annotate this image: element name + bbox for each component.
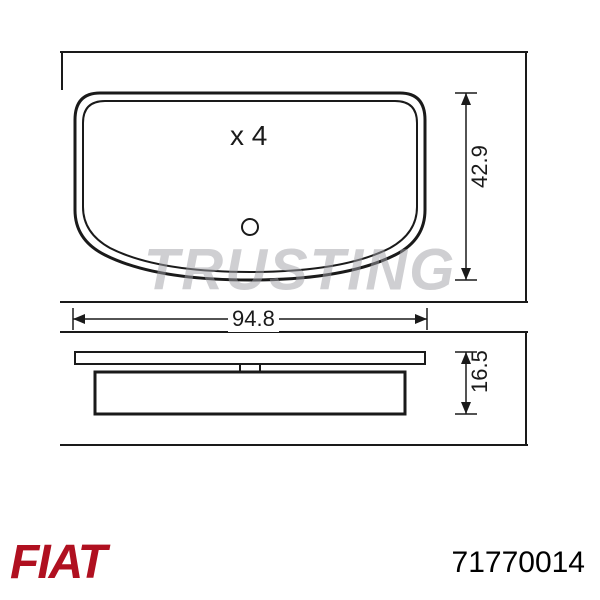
- brake-pad-side-view: [65, 350, 435, 420]
- quantity-label: x 4: [230, 120, 267, 152]
- width-value: 94.8: [228, 306, 279, 332]
- diagram-container: 94.8 42.9 16.5 x 4 TRUSTING FIAT 717: [0, 0, 600, 600]
- brand-logo: FIAT: [10, 535, 105, 590]
- part-number: 71770014: [452, 546, 585, 580]
- technical-drawing: 94.8 42.9 16.5 x 4: [60, 50, 520, 480]
- brake-pad-front-view: [65, 85, 435, 285]
- thickness-value: 16.5: [467, 350, 493, 393]
- height-value: 42.9: [467, 145, 493, 188]
